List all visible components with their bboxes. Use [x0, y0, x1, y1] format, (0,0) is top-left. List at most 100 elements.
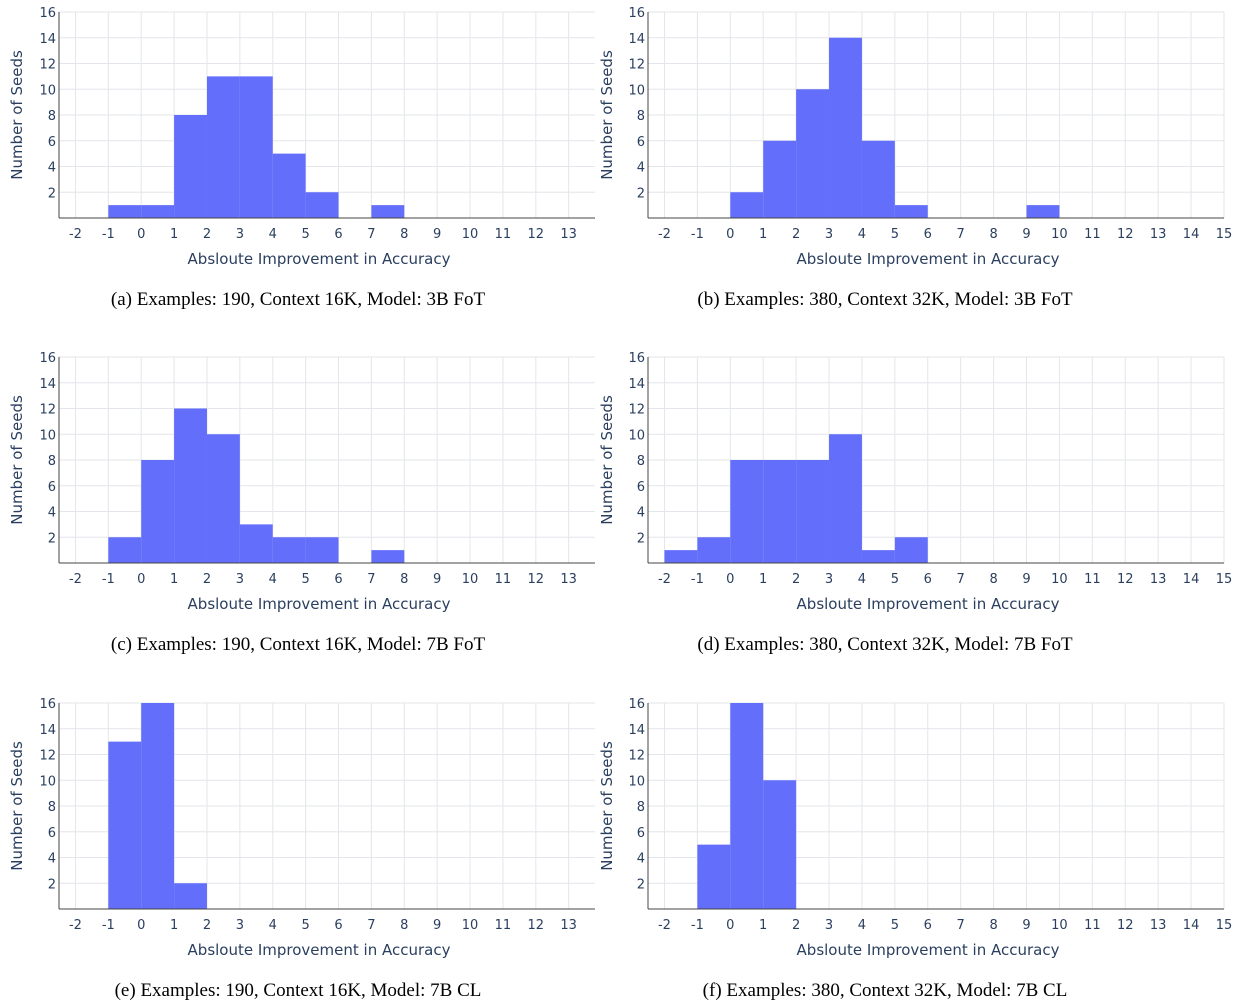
x-tick-label: 3 — [236, 227, 244, 242]
x-tick-label: 4 — [858, 918, 866, 933]
y-tick-label: 8 — [637, 800, 645, 815]
histogram-bar — [664, 550, 698, 563]
x-tick-label: 8 — [400, 227, 408, 242]
x-tick-label: 12 — [528, 918, 545, 933]
x-tick-label: 3 — [236, 572, 244, 587]
histogram-bar — [829, 434, 862, 563]
histogram-bar — [763, 460, 797, 563]
x-tick-label: 0 — [726, 227, 734, 242]
histogram-bar — [174, 115, 207, 218]
x-tick-label: 12 — [1117, 572, 1134, 587]
x-tick-label: 9 — [433, 918, 441, 933]
y-tick-label: 10 — [628, 428, 645, 443]
y-tick-label: 2 — [637, 877, 645, 892]
x-tick-label: 6 — [924, 227, 932, 242]
chart-d: -2 -1 0 1 2 3 4 5 6 7 8 9 10 11 12 13 14 15246810121416Ab… — [598, 351, 1232, 655]
histogram-bar — [305, 537, 339, 563]
y-tick-label: 14 — [39, 32, 56, 47]
x-tick-label: 7 — [957, 572, 965, 587]
y-tick-label: 10 — [39, 428, 56, 443]
x-tick-label: 13 — [560, 918, 577, 933]
x-tick-label: 2 — [792, 572, 800, 587]
x-tick-label: 10 — [1051, 572, 1068, 587]
y-tick-label: 16 — [628, 6, 645, 21]
x-axis-title: Absloute Improvement in Accuracy — [188, 941, 451, 959]
y-axis-title: Number of Seeds — [598, 395, 616, 525]
histogram-bar — [763, 780, 797, 909]
x-tick-label: 9 — [433, 227, 441, 242]
x-tick-label: 7 — [367, 227, 375, 242]
histogram-bar — [239, 524, 273, 563]
y-tick-label: 2 — [637, 531, 645, 546]
x-axis-title: Absloute Improvement in Accuracy — [797, 250, 1060, 268]
x-tick-label: 3 — [236, 918, 244, 933]
x-tick-label: 2 — [792, 227, 800, 242]
histogram-bar — [796, 89, 830, 218]
figure-caption: (f) Examples: 380, Context 32K, Model: 7… — [703, 980, 1068, 1001]
histogram-bar — [174, 408, 207, 563]
y-tick-label: 8 — [48, 454, 56, 469]
y-tick-label: 2 — [48, 186, 56, 201]
y-tick-label: 8 — [48, 109, 56, 124]
x-tick-label: -1 — [691, 227, 704, 242]
x-tick-label: 10 — [1051, 227, 1068, 242]
x-tick-label: 5 — [891, 227, 899, 242]
x-tick-label: 11 — [495, 572, 512, 587]
x-tick-label: 7 — [367, 918, 375, 933]
x-tick-label: 11 — [1084, 918, 1101, 933]
y-tick-label: 6 — [637, 135, 645, 150]
y-tick-label: 8 — [48, 800, 56, 815]
x-tick-label: 14 — [1183, 918, 1200, 933]
y-tick-label: 16 — [39, 6, 56, 21]
x-tick-label: 12 — [1117, 227, 1134, 242]
x-tick-label: -1 — [691, 918, 704, 933]
x-tick-label: 4 — [858, 227, 866, 242]
x-tick-label: -1 — [102, 227, 115, 242]
y-tick-label: 2 — [48, 531, 56, 546]
y-tick-label: 12 — [628, 403, 645, 418]
x-tick-label: 0 — [137, 918, 145, 933]
x-tick-label: -2 — [69, 572, 82, 587]
histogram-bar — [174, 883, 207, 909]
x-tick-label: 2 — [203, 572, 211, 587]
histogram-bar — [894, 537, 928, 563]
x-tick-label: 12 — [528, 227, 545, 242]
histogram-bar — [861, 550, 895, 563]
histogram-bar — [730, 192, 764, 218]
x-tick-label: 13 — [560, 227, 577, 242]
x-tick-label: 7 — [957, 918, 965, 933]
y-tick-label: 4 — [48, 506, 56, 521]
y-tick-label: 6 — [48, 135, 56, 150]
y-tick-label: 16 — [628, 697, 645, 712]
y-tick-label: 4 — [637, 852, 645, 867]
x-tick-label: -1 — [102, 918, 115, 933]
x-tick-label: 3 — [825, 918, 833, 933]
histogram-bar — [730, 703, 764, 909]
x-tick-label: 15 — [1216, 227, 1233, 242]
y-axis-title: Number of Seeds — [598, 741, 616, 871]
x-tick-label: 9 — [1022, 918, 1030, 933]
y-tick-label: 12 — [628, 749, 645, 764]
y-tick-label: 16 — [628, 351, 645, 366]
chart-c: -2 -1 0 1 2 3 4 5 6 7 8 9 10 11 12 13246810121416Abslou… — [8, 351, 595, 655]
histogram-bar — [829, 37, 862, 218]
x-tick-label: 0 — [726, 572, 734, 587]
x-tick-label: 14 — [1183, 572, 1200, 587]
histogram-bar — [108, 741, 142, 909]
x-tick-label: 0 — [137, 227, 145, 242]
x-tick-label: 15 — [1216, 918, 1233, 933]
x-tick-label: 13 — [1150, 918, 1167, 933]
y-tick-label: 14 — [39, 377, 56, 392]
y-tick-label: 6 — [48, 480, 56, 495]
histogram-bar — [697, 537, 731, 563]
x-tick-label: 6 — [334, 918, 342, 933]
x-tick-label: 9 — [433, 572, 441, 587]
x-tick-label: 4 — [858, 572, 866, 587]
x-tick-label: 6 — [334, 227, 342, 242]
x-tick-label: 10 — [462, 918, 479, 933]
x-tick-label: 6 — [924, 572, 932, 587]
x-tick-label: 2 — [792, 918, 800, 933]
x-tick-label: 4 — [269, 918, 277, 933]
x-tick-label: 11 — [1084, 572, 1101, 587]
y-axis-title: Number of Seeds — [598, 50, 616, 180]
